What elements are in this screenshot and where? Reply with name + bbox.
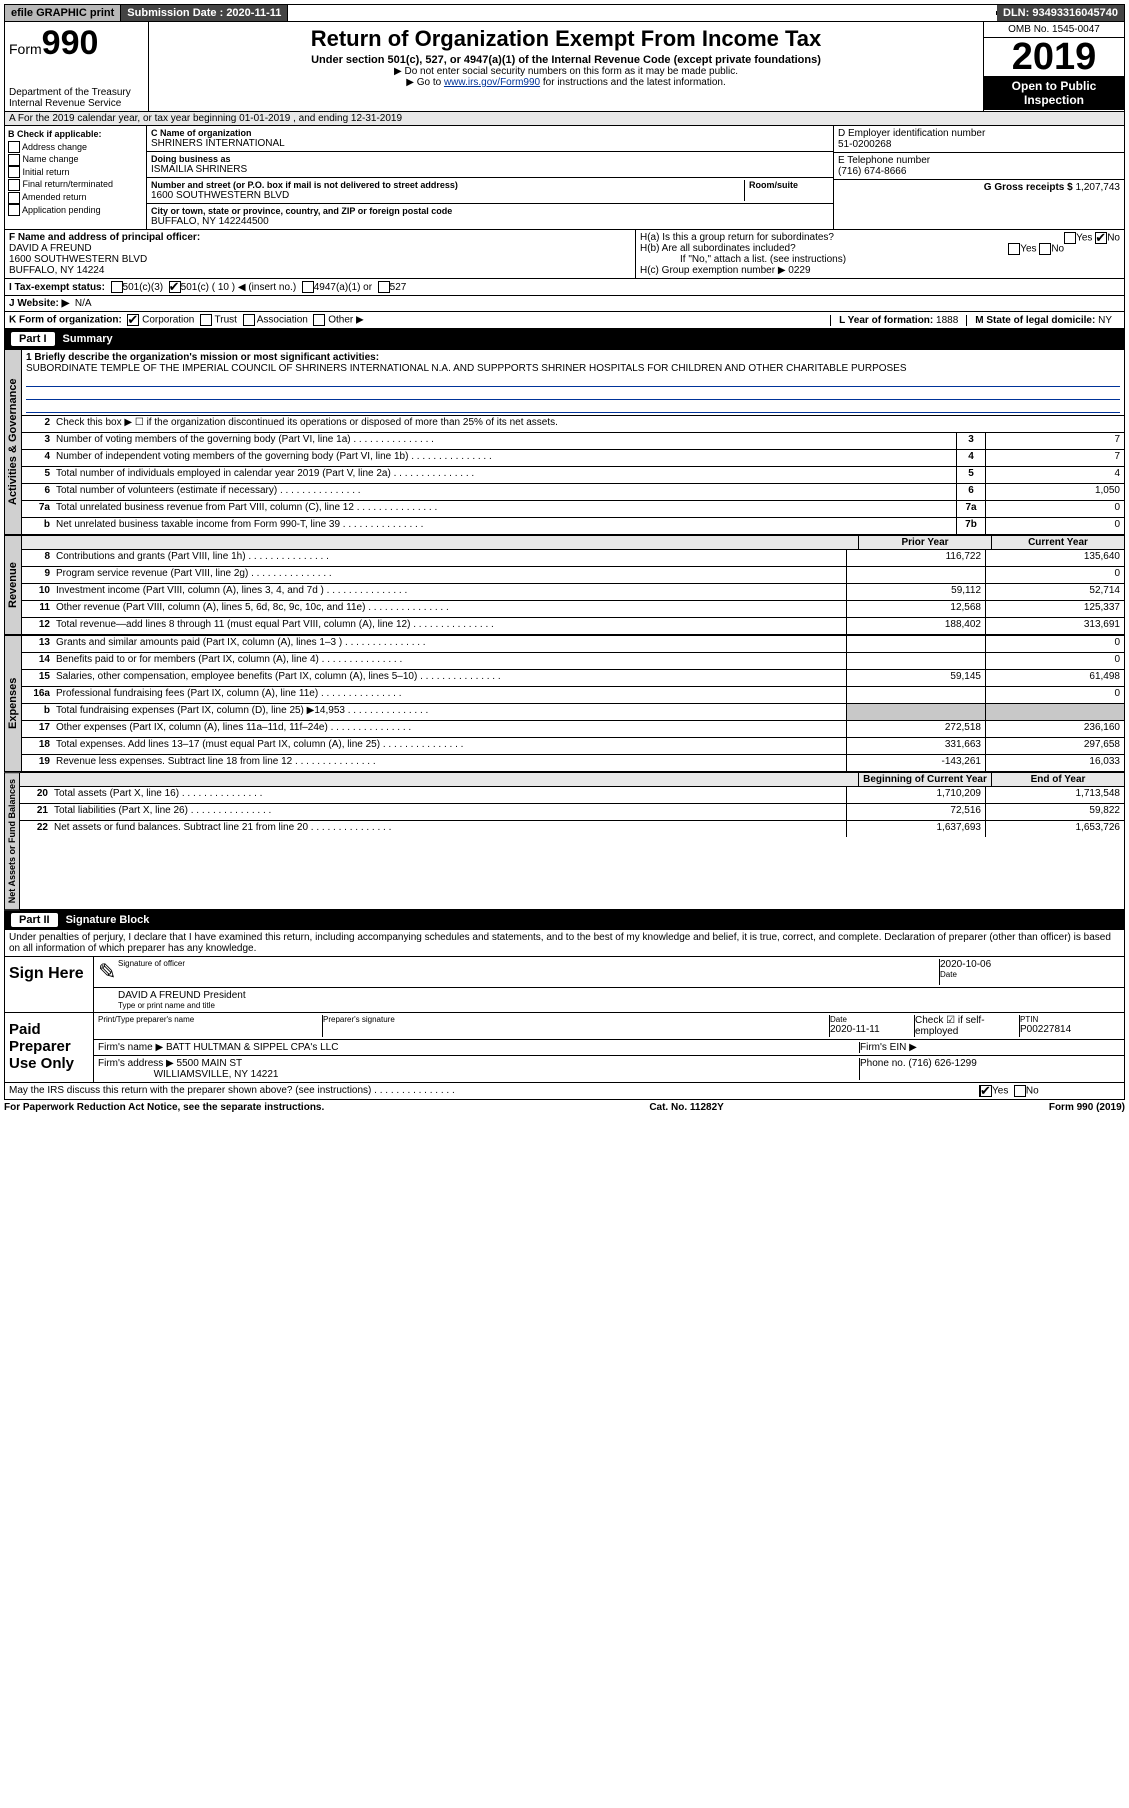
part-1-header: Part ISummary [4,329,1125,349]
block-net-assets: Net Assets or Fund Balances Beginning of… [4,772,1125,910]
line-19: 19Revenue less expenses. Subtract line 1… [22,755,1124,771]
submission-date: Submission Date : 2020-11-11 [121,5,288,21]
signature-block: Under penalties of perjury, I declare th… [4,930,1125,1100]
line-3: 3Number of voting members of the governi… [22,433,1124,450]
line-12: 12Total revenue—add lines 8 through 11 (… [22,618,1124,634]
vtab-revenue: Revenue [4,535,22,635]
row-form-org: K Form of organization: Corporation Trus… [4,312,1125,329]
line-10: 10Investment income (Part VIII, column (… [22,584,1124,601]
line-11: 11Other revenue (Part VIII, column (A), … [22,601,1124,618]
vtab-net-assets: Net Assets or Fund Balances [4,772,20,910]
line-14: 14Benefits paid to or for members (Part … [22,653,1124,670]
phone: (716) 674-8666 [838,166,906,177]
note-link: ▶ Go to www.irs.gov/Form990 for instruct… [157,77,975,88]
form-subtitle: Under section 501(c), 527, or 4947(a)(1)… [157,54,975,66]
open-to-public: Open to Public Inspection [984,76,1124,110]
city-state-zip: BUFFALO, NY 142244500 [151,216,269,227]
form-number: 990 [42,24,99,62]
may-discuss: May the IRS discuss this return with the… [5,1083,1124,1099]
line-21: 21Total liabilities (Part X, line 26)72,… [20,804,1124,821]
line-b: bNet unrelated business taxable income f… [22,518,1124,534]
ein: 51-0200268 [838,139,891,150]
line-18: 18Total expenses. Add lines 13–17 (must … [22,738,1124,755]
row-website: J Website: ▶ N/A [4,296,1125,312]
block-governance: Activities & Governance 1 Briefly descri… [4,349,1125,535]
form-label: Form [9,41,42,57]
ptin: P00227814 [1020,1024,1071,1035]
line-16a: 16aProfessional fundraising fees (Part I… [22,687,1124,704]
section-identity: B Check if applicable: Address change Na… [4,126,1125,230]
gross-receipts: 1,207,743 [1076,182,1121,193]
group-exemption: H(c) Group exemption number ▶ 0229 [640,265,1120,276]
vtab-governance: Activities & Governance [4,349,22,535]
page-footer: For Paperwork Reduction Act Notice, see … [4,1100,1125,1115]
top-bar: efile GRAPHIC print Submission Date : 20… [4,4,1125,22]
dept-label: Department of the TreasuryInternal Reven… [9,87,144,109]
line-13: 13Grants and similar amounts paid (Part … [22,636,1124,653]
row-tax-exempt: I Tax-exempt status: 501(c)(3) 501(c) ( … [4,279,1125,296]
block-revenue: Revenue Prior YearCurrent Year 8Contribu… [4,535,1125,635]
line-22: 22Net assets or fund balances. Subtract … [20,821,1124,837]
officer-name: DAVID A FREUND [9,243,92,254]
line-7a: 7aTotal unrelated business revenue from … [22,501,1124,518]
firm-phone: Phone no. (716) 626-1299 [860,1058,1120,1080]
dba: ISMAILIA SHRINERS [151,164,247,175]
street-address: 1600 SOUTHWESTERN BLVD [151,190,289,201]
line-15: 15Salaries, other compensation, employee… [22,670,1124,687]
firm-address: 5500 MAIN ST [177,1058,243,1069]
tax-year: 2019 [984,38,1124,76]
line-8: 8Contributions and grants (Part VIII, li… [22,550,1124,567]
paid-preparer-label: Paid Preparer Use Only [5,1013,94,1082]
row-a-period: A For the 2019 calendar year, or tax yea… [4,112,1125,126]
irs-link[interactable]: www.irs.gov/Form990 [444,77,540,88]
officer-signature-name: DAVID A FREUND President [118,990,246,1001]
firm-name: BATT HULTMAN & SIPPEL CPA's LLC [166,1042,339,1053]
efile-label[interactable]: efile GRAPHIC print [5,5,121,21]
line-17: 17Other expenses (Part IX, column (A), l… [22,721,1124,738]
line-4: 4Number of independent voting members of… [22,450,1124,467]
col-b-checkboxes: B Check if applicable: Address change Na… [5,126,147,229]
line-5: 5Total number of individuals employed in… [22,467,1124,484]
line-20: 20Total assets (Part X, line 16)1,710,20… [20,787,1124,804]
form-header: Form990 Department of the TreasuryIntern… [4,22,1125,112]
line-b: bTotal fundraising expenses (Part IX, co… [22,704,1124,721]
part-2-header: Part IISignature Block [4,910,1125,930]
org-name: SHRINERS INTERNATIONAL [151,138,285,149]
form-title: Return of Organization Exempt From Incom… [157,26,975,52]
mission-text: SUBORDINATE TEMPLE OF THE IMPERIAL COUNC… [26,363,907,374]
block-expenses: Expenses 13Grants and similar amounts pa… [4,635,1125,772]
row-officer-group: F Name and address of principal officer:… [4,230,1125,279]
line-6: 6Total number of volunteers (estimate if… [22,484,1124,501]
perjury-declaration: Under penalties of perjury, I declare th… [5,930,1124,957]
vtab-expenses: Expenses [4,635,22,772]
dln: DLN: 93493316045740 [997,5,1124,21]
sign-here-label: Sign Here [5,957,94,1012]
line-9: 9Program service revenue (Part VIII, lin… [22,567,1124,584]
note-ssn: ▶ Do not enter social security numbers o… [157,66,975,77]
